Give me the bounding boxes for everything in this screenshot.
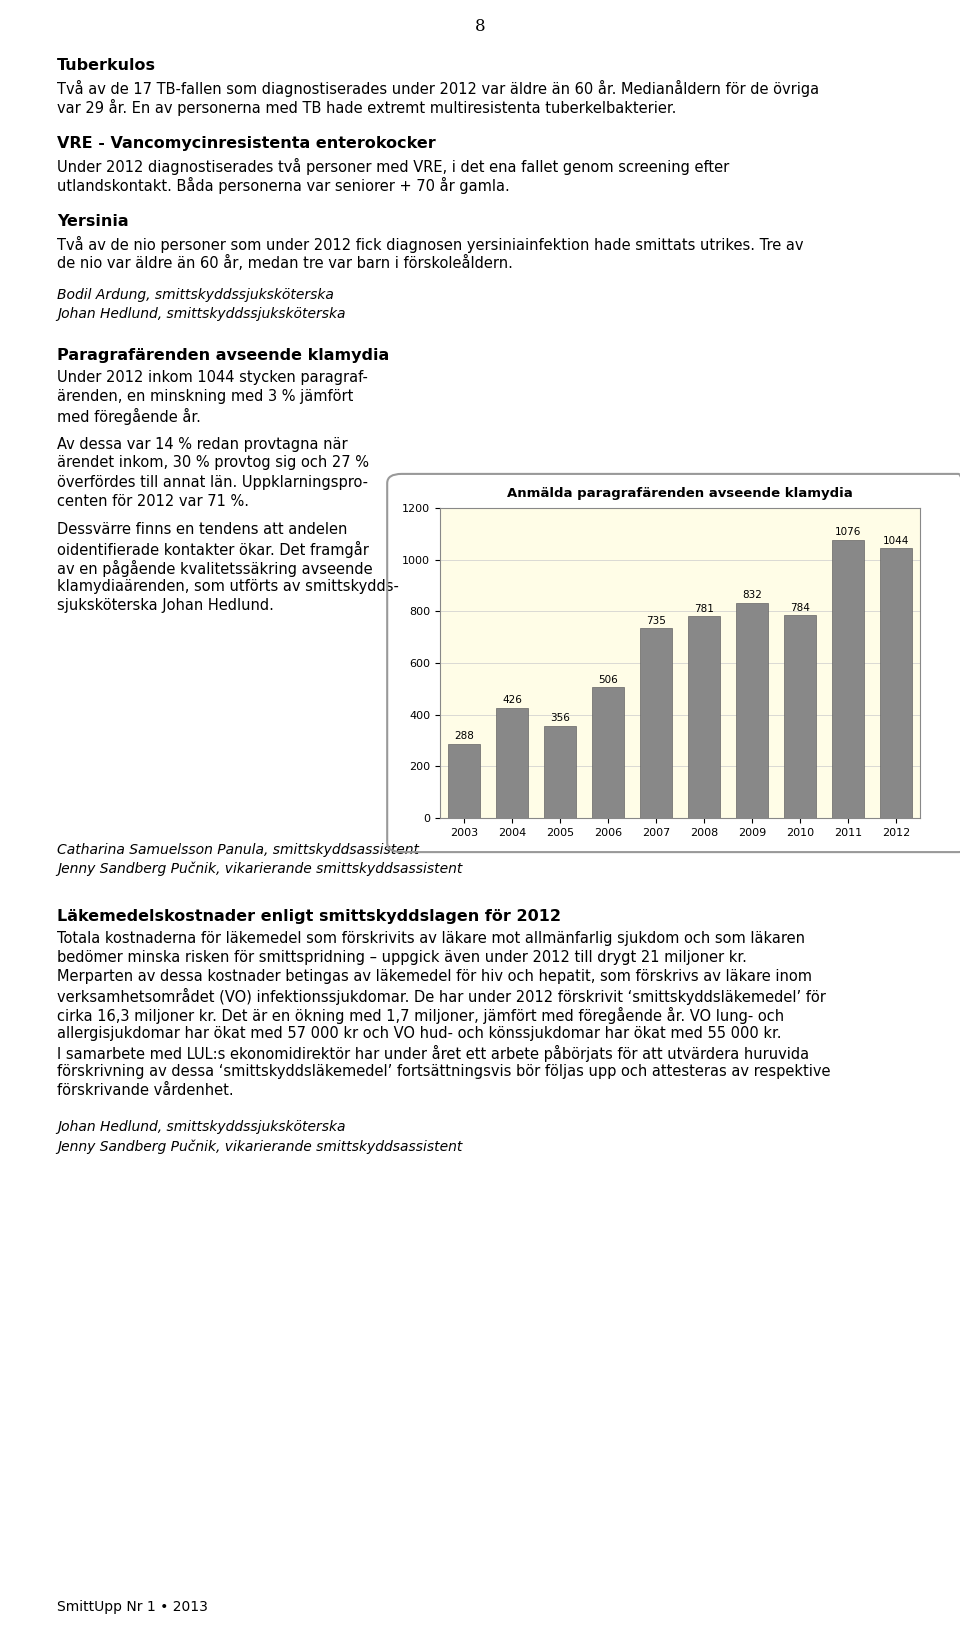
Text: I samarbete med LUL:s ekonomidirektör har under året ett arbete påbörjats för at: I samarbete med LUL:s ekonomidirektör ha… bbox=[57, 1045, 809, 1063]
Bar bbox=[688, 616, 720, 817]
Text: sjuksköterska Johan Hedlund.: sjuksköterska Johan Hedlund. bbox=[57, 598, 274, 613]
Text: Dessvärre finns en tendens att andelen: Dessvärre finns en tendens att andelen bbox=[57, 522, 348, 536]
Text: bedömer minska risken för smittspridning – uppgick även under 2012 till drygt 21: bedömer minska risken för smittspridning… bbox=[57, 951, 747, 965]
Text: 1044: 1044 bbox=[883, 536, 909, 546]
Text: Totala kostnaderna för läkemedel som förskrivits av läkare mot allmänfarlig sjuk: Totala kostnaderna för läkemedel som för… bbox=[57, 931, 805, 946]
Text: klamydiaärenden, som utförts av smittskydds-: klamydiaärenden, som utförts av smittsky… bbox=[57, 578, 398, 595]
Text: Yersinia: Yersinia bbox=[57, 214, 129, 229]
Text: SmittUpp Nr 1 • 2013: SmittUpp Nr 1 • 2013 bbox=[57, 1601, 208, 1614]
Text: Två av de nio personer som under 2012 fick diagnosen yersiniainfektion hade smit: Två av de nio personer som under 2012 fi… bbox=[57, 236, 804, 254]
Text: ärenden, en minskning med 3 % jämfört: ärenden, en minskning med 3 % jämfört bbox=[57, 388, 353, 405]
Bar bbox=[880, 548, 912, 817]
Bar bbox=[784, 616, 816, 817]
Bar bbox=[448, 744, 480, 817]
Text: 288: 288 bbox=[454, 731, 474, 741]
Text: de nio var äldre än 60 år, medan tre var barn i förskoleåldern.: de nio var äldre än 60 år, medan tre var… bbox=[57, 255, 513, 271]
Text: cirka 16,3 miljoner kr. Det är en ökning med 1,7 miljoner, jämfört med föregåend: cirka 16,3 miljoner kr. Det är en ökning… bbox=[57, 1008, 784, 1024]
Text: allergisjukdomar har ökat med 57 000 kr och VO hud- och könssjukdomar har ökat m: allergisjukdomar har ökat med 57 000 kr … bbox=[57, 1025, 781, 1042]
Text: Under 2012 diagnostiserades två personer med VRE, i det ena fallet genom screeni: Under 2012 diagnostiserades två personer… bbox=[57, 158, 730, 176]
Text: oidentifierade kontakter ökar. Det framgår: oidentifierade kontakter ökar. Det framg… bbox=[57, 541, 369, 557]
Text: Läkemedelskostnader enligt smittskyddslagen för 2012: Läkemedelskostnader enligt smittskyddsla… bbox=[57, 908, 561, 925]
Text: 784: 784 bbox=[790, 603, 810, 613]
Bar bbox=[496, 708, 528, 817]
Text: förskrivning av dessa ‘smittskyddsläkemedel’ fortsättningsvis bör följas upp och: förskrivning av dessa ‘smittskyddsläkeme… bbox=[57, 1064, 830, 1079]
Text: ärendet inkom, 30 % provtog sig och 27 %: ärendet inkom, 30 % provtog sig och 27 % bbox=[57, 455, 369, 471]
Text: 506: 506 bbox=[598, 674, 618, 684]
Text: Två av de 17 TB-fallen som diagnostiserades under 2012 var äldre än 60 år. Media: Två av de 17 TB-fallen som diagnostisera… bbox=[57, 80, 819, 98]
Text: förskrivande vårdenhet.: förskrivande vårdenhet. bbox=[57, 1082, 233, 1098]
Text: 8: 8 bbox=[474, 18, 486, 36]
Text: verksamhetsområdet (VO) infektionssjukdomar. De har under 2012 förskrivit ‘smitt: verksamhetsområdet (VO) infektionssjukdo… bbox=[57, 988, 826, 1004]
Bar bbox=[832, 540, 864, 817]
Text: centen för 2012 var 71 %.: centen för 2012 var 71 %. bbox=[57, 494, 249, 509]
Text: Bodil Ardung, smittskyddssjuksköterska: Bodil Ardung, smittskyddssjuksköterska bbox=[57, 288, 334, 302]
Text: Jenny Sandberg Pučnik, vikarierande smittskyddsassistent: Jenny Sandberg Pučnik, vikarierande smit… bbox=[57, 861, 463, 876]
Text: Av dessa var 14 % redan provtagna när: Av dessa var 14 % redan provtagna när bbox=[57, 437, 348, 452]
Text: Merparten av dessa kostnader betingas av läkemedel för hiv och hepatit, som förs: Merparten av dessa kostnader betingas av… bbox=[57, 968, 812, 985]
Text: Jenny Sandberg Pučnik, vikarierande smittskyddsassistent: Jenny Sandberg Pučnik, vikarierande smit… bbox=[57, 1139, 463, 1154]
Text: VRE - Vancomycinresistenta enterokocker: VRE - Vancomycinresistenta enterokocker bbox=[57, 136, 436, 151]
Text: Tuberkulos: Tuberkulos bbox=[57, 58, 156, 73]
Text: 781: 781 bbox=[694, 603, 714, 614]
Bar bbox=[592, 687, 624, 817]
Text: Paragrafärenden avseende klamydia: Paragrafärenden avseende klamydia bbox=[57, 348, 389, 362]
Title: Anmälda paragrafärenden avseende klamydia: Anmälda paragrafärenden avseende klamydi… bbox=[507, 488, 852, 500]
Text: 426: 426 bbox=[502, 696, 522, 705]
Text: av en pågående kvalitetssäkring avseende: av en pågående kvalitetssäkring avseende bbox=[57, 561, 372, 577]
Text: överfördes till annat län. Uppklarningspro-: överfördes till annat län. Uppklarningsp… bbox=[57, 474, 368, 489]
Text: 832: 832 bbox=[742, 590, 762, 601]
Text: 735: 735 bbox=[646, 616, 666, 626]
Text: med föregående år.: med föregående år. bbox=[57, 408, 201, 426]
Text: 356: 356 bbox=[550, 713, 570, 723]
Text: Johan Hedlund, smittskyddssjuksköterska: Johan Hedlund, smittskyddssjuksköterska bbox=[57, 1120, 346, 1134]
Text: utlandskontakt. Båda personerna var seniorer + 70 år gamla.: utlandskontakt. Båda personerna var seni… bbox=[57, 177, 510, 193]
Text: var 29 år. En av personerna med TB hade extremt multiresistenta tuberkelbakterie: var 29 år. En av personerna med TB hade … bbox=[57, 99, 677, 115]
Bar bbox=[640, 629, 672, 817]
Bar bbox=[544, 726, 576, 817]
Text: 1076: 1076 bbox=[835, 528, 861, 538]
Text: Johan Hedlund, smittskyddssjuksköterska: Johan Hedlund, smittskyddssjuksköterska bbox=[57, 307, 346, 322]
Text: Catharina Samuelsson Panula, smittskyddsassistent: Catharina Samuelsson Panula, smittskydds… bbox=[57, 843, 419, 856]
Text: Under 2012 inkom 1044 stycken paragraf-: Under 2012 inkom 1044 stycken paragraf- bbox=[57, 370, 368, 385]
Bar bbox=[736, 603, 768, 817]
